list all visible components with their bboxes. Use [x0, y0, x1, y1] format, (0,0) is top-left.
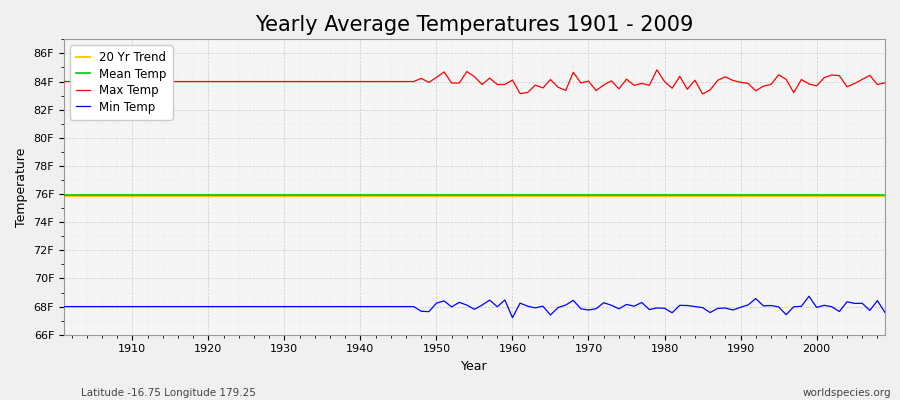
Max Temp: [286, 79, 297, 84]
Mean Temp: [879, 193, 890, 198]
20 Yr Trend: [120, 194, 130, 198]
20 Yr Trend: [286, 194, 297, 198]
Min Temp: [120, 304, 130, 309]
Y-axis label: Temperature: Temperature: [15, 147, 28, 227]
Max Temp: [879, 80, 890, 85]
Min Temp: [507, 315, 517, 320]
Max Temp: [698, 92, 708, 96]
20 Yr Trend: [598, 194, 609, 198]
Legend: 20 Yr Trend, Mean Temp, Max Temp, Min Temp: 20 Yr Trend, Mean Temp, Max Temp, Min Te…: [70, 45, 173, 120]
Mean Temp: [332, 193, 343, 198]
X-axis label: Year: Year: [461, 360, 488, 373]
20 Yr Trend: [58, 194, 69, 198]
Title: Yearly Average Temperatures 1901 - 2009: Yearly Average Temperatures 1901 - 2009: [256, 15, 694, 35]
Mean Temp: [507, 193, 517, 198]
20 Yr Trend: [507, 194, 517, 198]
Max Temp: [598, 82, 609, 87]
Min Temp: [804, 294, 814, 298]
Line: Min Temp: Min Temp: [64, 296, 885, 318]
Max Temp: [120, 79, 130, 84]
Min Temp: [286, 304, 297, 309]
Min Temp: [332, 304, 343, 309]
Max Temp: [58, 79, 69, 84]
20 Yr Trend: [332, 194, 343, 198]
Min Temp: [58, 304, 69, 309]
20 Yr Trend: [500, 194, 510, 198]
Min Temp: [515, 301, 526, 306]
Mean Temp: [598, 193, 609, 198]
Mean Temp: [58, 193, 69, 198]
Text: Latitude -16.75 Longitude 179.25: Latitude -16.75 Longitude 179.25: [81, 388, 256, 398]
Mean Temp: [286, 193, 297, 198]
Text: worldspecies.org: worldspecies.org: [803, 388, 891, 398]
Max Temp: [332, 79, 343, 84]
Min Temp: [500, 298, 510, 302]
Max Temp: [507, 78, 517, 82]
20 Yr Trend: [879, 194, 890, 198]
Mean Temp: [120, 193, 130, 198]
Max Temp: [500, 82, 510, 87]
Line: Max Temp: Max Temp: [64, 70, 885, 94]
Max Temp: [652, 68, 662, 72]
Min Temp: [606, 303, 616, 308]
Min Temp: [879, 310, 890, 315]
Mean Temp: [500, 193, 510, 198]
